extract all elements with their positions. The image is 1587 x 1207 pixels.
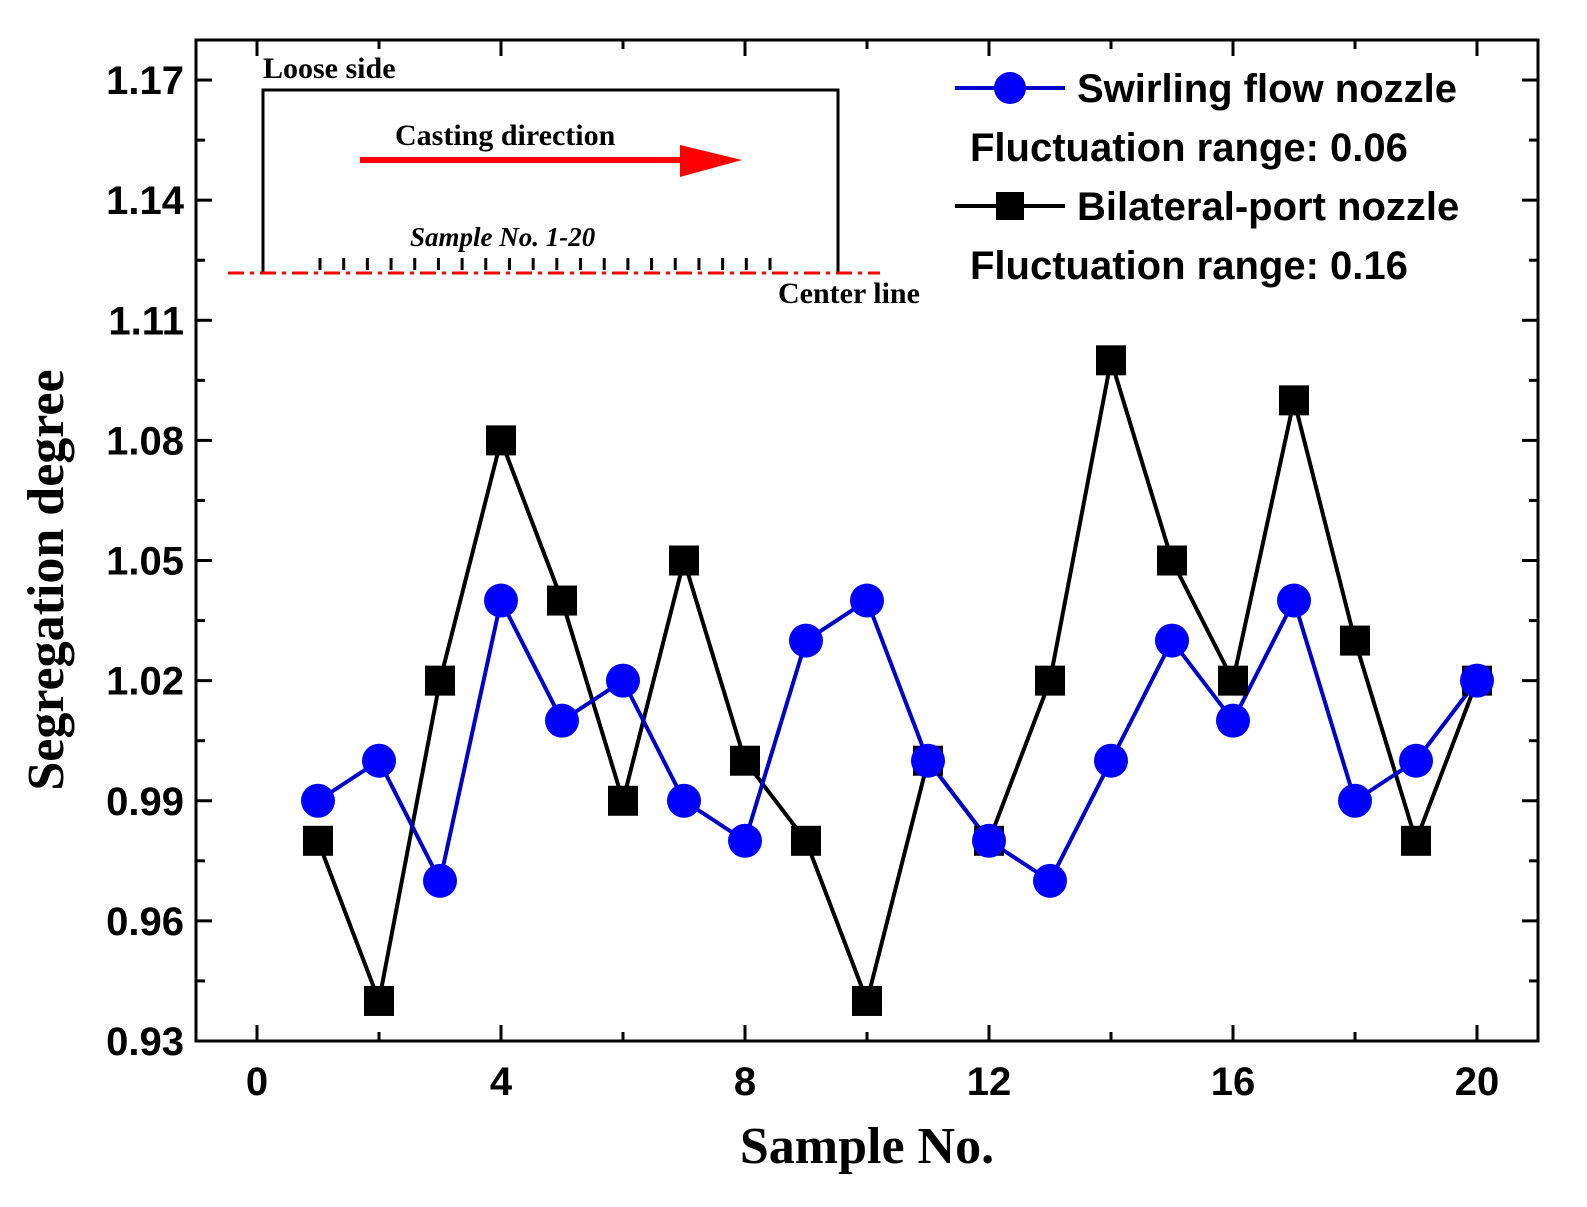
inset-loose-side-label: Loose side <box>263 52 396 85</box>
y-tick-label: 1.02 <box>106 660 184 704</box>
y-tick-label: 0.99 <box>106 780 184 824</box>
bilateral-data-point <box>547 585 577 616</box>
y-tick-label: 1.05 <box>106 540 184 584</box>
x-tick-label: 16 <box>1211 1060 1256 1104</box>
swirling-data-point <box>423 863 457 898</box>
bilateral-data-point <box>730 745 760 776</box>
legend-swirling-label: Swirling flow nozzle <box>1077 67 1457 111</box>
swirling-data-point <box>301 783 335 818</box>
bilateral-data-point <box>1401 825 1431 856</box>
x-axis: 0 4 8 12 16 20 <box>246 40 1499 1104</box>
swirling-data-point <box>728 823 762 858</box>
swirling-data-point <box>972 823 1006 858</box>
y-tick-label: 1.11 <box>108 299 184 343</box>
swirling-data-point <box>362 743 396 778</box>
x-tick-label: 8 <box>734 1060 756 1104</box>
swirling-data-point <box>606 663 640 698</box>
swirling-data-point <box>789 623 823 658</box>
bilateral-data-point <box>1279 385 1309 416</box>
bilateral-data-point <box>364 985 394 1016</box>
legend-swirling-marker <box>994 72 1026 104</box>
x-tick-label: 0 <box>246 1060 268 1104</box>
bilateral-data-point <box>1035 665 1065 696</box>
swirling-data-point <box>545 703 579 738</box>
bilateral-data-point <box>1340 625 1370 656</box>
swirling-data-point <box>1460 663 1494 698</box>
inset-slab-outline <box>261 88 840 272</box>
swirling-data-point <box>1216 703 1250 738</box>
y-tick-label: 0.93 <box>106 1020 184 1064</box>
x-tick-label: 20 <box>1455 1060 1500 1104</box>
swirling-data-point <box>1033 863 1067 898</box>
swirling-data-point <box>850 583 884 618</box>
legend-swirling-fluctuation: Fluctuation range: 0.06 <box>970 126 1408 170</box>
series-markers <box>301 345 1494 1016</box>
bilateral-data-point <box>486 425 516 456</box>
bilateral-data-point <box>303 825 333 856</box>
legend-bilateral-fluctuation: Fluctuation range: 0.16 <box>970 244 1408 288</box>
swirling-data-point <box>1094 743 1128 778</box>
series-line-swirling <box>316 594 1479 887</box>
bilateral-data-point <box>608 785 638 816</box>
swirling-data-point <box>1399 743 1433 778</box>
bilateral-data-point <box>791 825 821 856</box>
casting-direction-arrowhead <box>680 145 742 177</box>
bilateral-data-point <box>669 545 699 576</box>
y-axis: 0.93 0.96 0.99 1.02 1.05 1.08 1.11 1.14 1.17 <box>106 59 1538 1064</box>
inset-center-line-label: Center line <box>778 277 920 310</box>
swirling-data-point <box>1277 583 1311 618</box>
bilateral-data-point <box>425 665 455 696</box>
series-lines <box>316 359 1479 1009</box>
legend-bilateral-marker <box>996 192 1024 220</box>
series-line-bilateral <box>316 359 1479 1009</box>
bilateral-data-point <box>1096 345 1126 376</box>
swirling-data-point <box>667 783 701 818</box>
schematic-inset: Loose side Casting direction Sample No. … <box>228 52 920 310</box>
swirling-data-point <box>1338 783 1372 818</box>
x-axis-title: Sample No. <box>740 1118 994 1175</box>
y-tick-label: 1.17 <box>106 59 184 103</box>
legend-bilateral-label: Bilateral-port nozzle <box>1077 185 1459 229</box>
x-tick-label: 12 <box>967 1060 1012 1104</box>
y-tick-label: 0.96 <box>106 900 184 944</box>
bilateral-data-point <box>1157 545 1187 576</box>
swirling-data-point <box>484 583 518 618</box>
y-tick-label: 1.08 <box>106 419 184 463</box>
swirling-data-point <box>1155 623 1189 658</box>
inset-sample-label: Sample No. 1-20 <box>410 222 596 252</box>
inset-casting-direction-label: Casting direction <box>395 119 616 152</box>
y-axis-title: Segregation degree <box>18 369 75 790</box>
inset-sample-marks <box>318 258 772 270</box>
swirling-data-point <box>911 743 945 778</box>
x-tick-label: 4 <box>490 1060 513 1104</box>
bilateral-data-point <box>852 985 882 1016</box>
legend: Swirling flow nozzle Fluctuation range: … <box>955 67 1459 288</box>
bilateral-data-point <box>1218 665 1248 696</box>
y-tick-label: 1.14 <box>106 179 185 223</box>
